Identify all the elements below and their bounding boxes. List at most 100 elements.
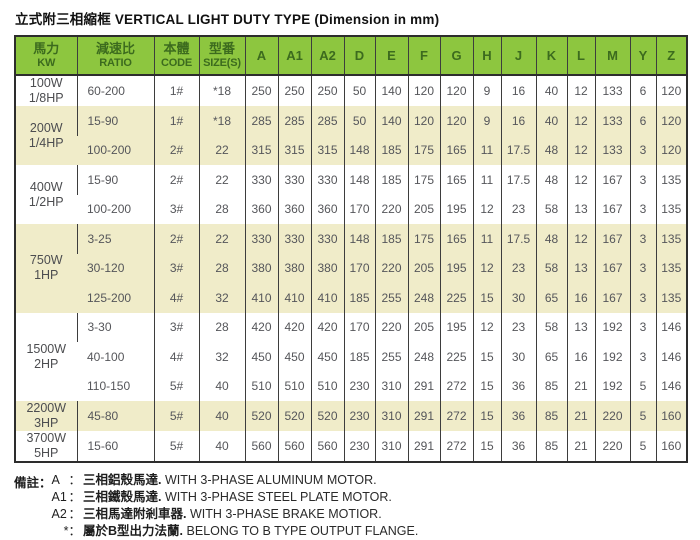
col-header-size: 型番 SIZE(S) bbox=[198, 36, 245, 76]
code-cell: 2# bbox=[153, 165, 199, 195]
col-header-letter: D bbox=[354, 47, 365, 63]
size-cell: 40 bbox=[198, 371, 245, 401]
dim-cell-g: 272 bbox=[439, 371, 473, 401]
dim-cell-a2: 330 bbox=[310, 224, 344, 254]
size-cell: *18 bbox=[198, 75, 245, 106]
power-cell: 100W 1/8HP bbox=[15, 75, 77, 106]
dim-cell-y: 3 bbox=[629, 194, 656, 224]
size-cell: 22 bbox=[198, 165, 245, 195]
ratio-cell: 100-200 bbox=[77, 194, 154, 224]
col-header-en: RATIO bbox=[99, 56, 132, 69]
dim-cell-g: 195 bbox=[439, 194, 473, 224]
ratio-cell: 30-120 bbox=[77, 253, 154, 283]
dim-cell-g: 120 bbox=[439, 106, 473, 136]
col-header-zh: 型番 bbox=[208, 40, 235, 56]
code-cell: 5# bbox=[153, 401, 199, 431]
dim-cell-j: 36 bbox=[500, 371, 536, 401]
col-header-d: D bbox=[343, 36, 375, 76]
size-cell: 22 bbox=[198, 135, 245, 165]
power-cell: 750W 1HP bbox=[15, 224, 77, 313]
table-row: 200W 1/4HP 15-90 1# *18 285 285 285 50 140 120 120 9… bbox=[15, 106, 687, 165]
dim-cell-y: 3 bbox=[629, 342, 656, 372]
code-cell: 2# bbox=[153, 135, 199, 165]
dim-cell-k: 85 bbox=[535, 401, 567, 431]
dim-cell-e: 310 bbox=[374, 371, 408, 401]
dim-cell-e: 220 bbox=[374, 312, 408, 342]
col-header-l: L bbox=[566, 36, 595, 76]
col-header-k: K bbox=[535, 36, 567, 76]
col-header-zh: 減速比 bbox=[95, 40, 135, 56]
dim-cell-d: 185 bbox=[343, 283, 375, 313]
dim-cell-z: 135 bbox=[655, 165, 687, 195]
dim-cell-l: 12 bbox=[566, 135, 595, 165]
dim-cell-y: 5 bbox=[629, 401, 656, 431]
dim-cell-e: 220 bbox=[374, 194, 408, 224]
dim-cell-z: 146 bbox=[655, 312, 687, 342]
ratio-cell: 40-100 bbox=[77, 342, 154, 372]
col-header-letter: M bbox=[607, 47, 618, 63]
dim-cell-j: 30 bbox=[500, 283, 536, 313]
power-line: 3700W bbox=[26, 431, 67, 445]
col-header-letter: Y bbox=[638, 47, 648, 63]
note-colon: ： bbox=[68, 490, 82, 504]
col-header-letter: A bbox=[256, 47, 267, 63]
dim-cell-g: 120 bbox=[439, 75, 473, 106]
table-row: 125-200 4# 32 410 410 410 185 255 248 225 15 30 65 16… bbox=[15, 283, 687, 313]
header-row: 馬力 KW 減速比 RATIO 本體 CODE 型番 SIZE(S) A A1 A2 D E F G H J K L… bbox=[15, 36, 687, 76]
code-cell: 3# bbox=[153, 253, 199, 283]
dim-cell-d: 170 bbox=[343, 194, 375, 224]
col-header-zh: 本體 bbox=[163, 40, 190, 56]
dim-cell-e: 255 bbox=[374, 283, 408, 313]
dim-cell-e: 140 bbox=[374, 106, 408, 136]
dim-cell-m: 192 bbox=[594, 371, 630, 401]
page-title: 立式附三相縮框 VERTICAL LIGHT DUTY TYPE (Dimens… bbox=[15, 12, 440, 27]
dim-cell-g: 272 bbox=[439, 431, 473, 462]
dim-cell-h: 15 bbox=[472, 431, 501, 462]
dim-cell-k: 48 bbox=[535, 135, 567, 165]
dim-cell-d: 230 bbox=[343, 371, 375, 401]
dim-cell-j: 16 bbox=[500, 75, 536, 106]
dim-cell-j: 17.5 bbox=[500, 165, 536, 195]
dim-cell-a1: 330 bbox=[277, 165, 311, 195]
dim-cell-g: 165 bbox=[439, 224, 473, 254]
col-header-f: F bbox=[407, 36, 440, 76]
table-row: 3700W 5HP 15-60 5# 40 560 560 560 230 310 291 272 15… bbox=[15, 431, 687, 462]
dim-cell-e: 185 bbox=[374, 224, 408, 254]
dim-cell-m: 192 bbox=[594, 342, 630, 372]
note-zh: 三相鋁殼馬達. bbox=[83, 473, 162, 487]
size-cell: 28 bbox=[198, 194, 245, 224]
size-cell: 40 bbox=[198, 401, 245, 431]
dim-cell-k: 85 bbox=[535, 431, 567, 462]
ratio-cell: 3-30 bbox=[76, 312, 154, 342]
dim-cell-h: 15 bbox=[472, 283, 501, 313]
note-row: A1：三相鐵殼馬達. WITH 3-PHASE STEEL PLATE MOTO… bbox=[52, 489, 419, 506]
dim-cell-m: 133 bbox=[594, 75, 630, 106]
note-zh: 屬於B型出力法蘭. bbox=[83, 524, 184, 538]
dim-cell-a2: 250 bbox=[310, 75, 344, 106]
col-header-letter: K bbox=[546, 47, 557, 63]
col-header-code: 本體 CODE bbox=[153, 36, 199, 76]
dim-cell-d: 50 bbox=[343, 106, 375, 136]
dim-cell-a: 330 bbox=[244, 224, 278, 254]
dim-cell-a1: 420 bbox=[277, 312, 311, 342]
dim-cell-j: 23 bbox=[500, 194, 536, 224]
dim-cell-j: 17.5 bbox=[500, 135, 536, 165]
dim-cell-h: 9 bbox=[472, 75, 501, 106]
table-row: 750W 1HP 3-25 2# 22 330 330 330 148 185 175 165 11 17… bbox=[15, 224, 687, 313]
dim-cell-y: 3 bbox=[629, 283, 656, 313]
dim-cell-l: 13 bbox=[566, 253, 595, 283]
dim-cell-m: 220 bbox=[594, 401, 630, 431]
ratio-cell: 45-80 bbox=[76, 401, 154, 431]
dim-cell-a2: 560 bbox=[310, 431, 344, 462]
power-line: 1HP bbox=[34, 268, 59, 283]
dim-cell-f: 291 bbox=[407, 401, 440, 431]
dim-cell-k: 48 bbox=[535, 165, 567, 195]
dim-cell-z: 120 bbox=[655, 75, 687, 106]
power-line: 1/8HP bbox=[28, 91, 64, 105]
dim-cell-a2: 410 bbox=[310, 283, 344, 313]
dim-cell-l: 12 bbox=[566, 224, 595, 254]
dim-cell-z: 160 bbox=[655, 401, 687, 431]
size-cell: *18 bbox=[198, 106, 245, 136]
dim-cell-y: 5 bbox=[629, 371, 656, 401]
dim-cell-h: 15 bbox=[472, 342, 501, 372]
